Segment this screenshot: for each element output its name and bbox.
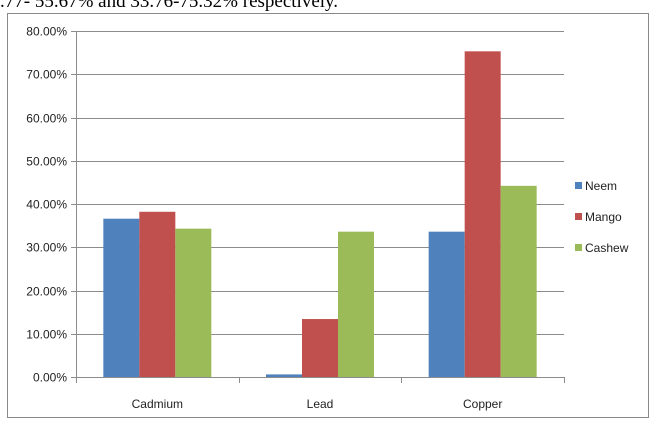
bar-neem-copper (428, 231, 465, 377)
y-tick-label: 40.00% (26, 198, 67, 212)
bar-mango-copper (464, 51, 501, 377)
caption-fragment: .77- 55.67% and 33.76-75.32% respectivel… (0, 0, 339, 12)
y-tick-label: 10.00% (26, 328, 67, 342)
y-axis: 0.00% 10.00% 20.00% 30.00% 40.00% 50.00% 60.00… (26, 25, 77, 385)
y-tick-label: 0.00% (33, 371, 67, 385)
bar-mango-cadmium (139, 211, 176, 377)
legend-label-cashew: Cashew (585, 241, 629, 255)
x-tick-label: Copper (463, 397, 502, 411)
bar-mango-lead (302, 319, 338, 377)
y-tick-label: 50.00% (26, 155, 67, 169)
bar-cashew-copper (500, 185, 537, 377)
legend-swatch-cashew (575, 244, 582, 251)
legend-swatch-mango (575, 213, 582, 220)
bar-cashew-cadmium (175, 228, 212, 377)
chart-frame (7, 13, 649, 418)
bar-neem-lead (266, 374, 302, 377)
bar-cashew-lead (338, 231, 374, 377)
legend: Neem Mango Cashew (575, 179, 629, 255)
y-tick-label: 80.00% (26, 25, 67, 39)
x-tick-label: Cadmium (132, 397, 183, 411)
x-tick-label: Lead (307, 397, 334, 411)
bar-neem-cadmium (103, 218, 140, 377)
y-tick-label: 30.00% (26, 241, 67, 255)
y-tick-label: 70.00% (26, 68, 67, 82)
y-tick-label: 60.00% (26, 112, 67, 126)
x-axis: Cadmium Lead Copper (76, 377, 565, 411)
y-tick-label: 20.00% (26, 285, 67, 299)
legend-label-neem: Neem (585, 179, 617, 193)
legend-label-mango: Mango (585, 210, 622, 224)
bars (103, 51, 537, 377)
legend-swatch-neem (575, 182, 582, 189)
